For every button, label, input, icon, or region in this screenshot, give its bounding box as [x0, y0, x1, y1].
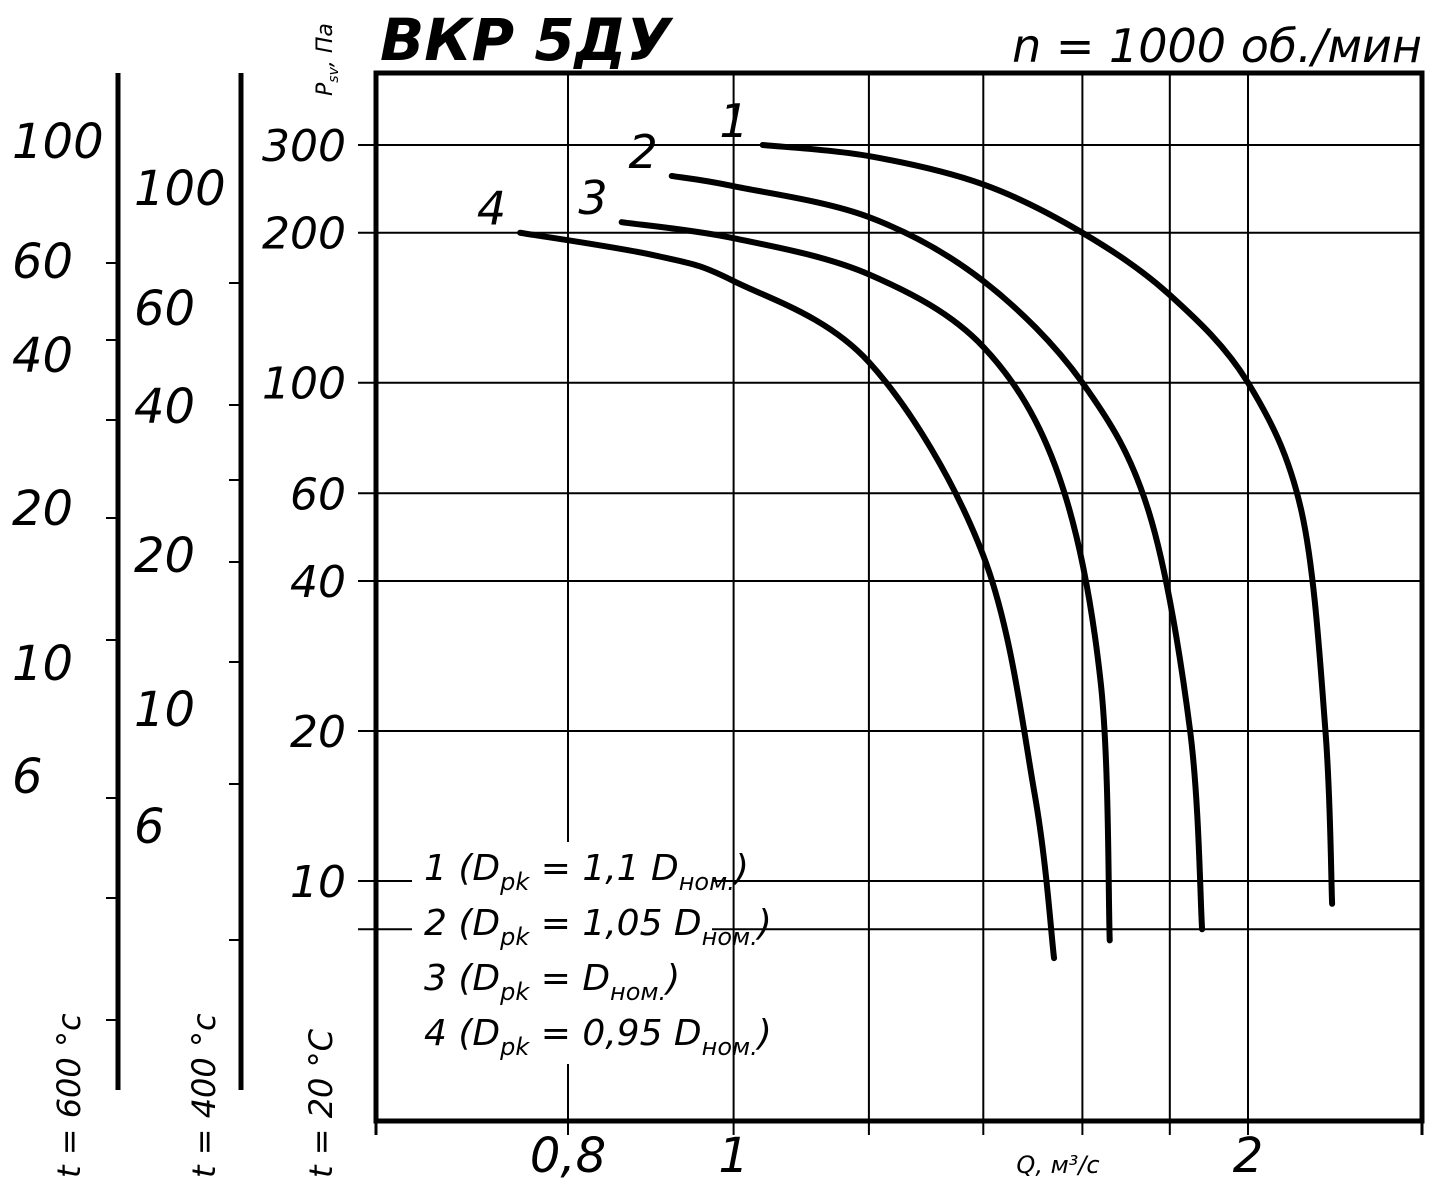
curve-label-4: 4 — [477, 182, 506, 236]
x-tick-label: 1 — [718, 1128, 749, 1184]
scale-400-label: 40 — [134, 379, 195, 435]
curve-4 — [517, 229, 1058, 962]
y-tick-label: 20 — [290, 707, 346, 758]
plot-frame — [373, 70, 1425, 1124]
scale-400-label: 6 — [134, 799, 165, 855]
scale-600-label: 6 — [12, 749, 43, 805]
y-axis-label: Psv, Па — [313, 23, 342, 96]
legend-entry: 3 (Dpk = Dном.) — [424, 958, 680, 1006]
y-tick-label: 10 — [290, 857, 346, 908]
scale-600-label: 10 — [12, 636, 73, 692]
curve-layer: 1 23 4 — [477, 94, 1336, 962]
y-tick-label: 200 — [262, 209, 346, 260]
legend-entry: 2 (Dpk = 1,05 Dном.) — [424, 903, 772, 951]
curve-label-2: 2 — [628, 125, 657, 179]
curve-2 — [668, 172, 1206, 933]
curve-label-1: 1 — [719, 94, 748, 148]
y-tick-label: 40 — [290, 557, 346, 608]
curve-label-3: 3 — [578, 171, 607, 225]
scale-600-label: 40 — [12, 328, 73, 384]
y-tick-label: 100 — [262, 359, 346, 410]
x-tick-label: 0,8 — [530, 1128, 606, 1184]
legend-background — [412, 842, 712, 1064]
x-tick-label: 2 — [1233, 1128, 1264, 1184]
scale-600-label: 100 — [12, 114, 104, 170]
scale-400-label: 10 — [134, 682, 195, 738]
legend-entry: 4 (Dpk = 0,95 Dном.) — [424, 1013, 772, 1061]
x-axis-label: Q, м³/с — [1016, 1151, 1099, 1179]
legend: 1 (Dpk = 1,1 Dном.) 2 (Dpk = 1,05 Dном.) 3… — [424, 848, 772, 1061]
chart-title: ВКР 5ДУ — [380, 6, 674, 74]
scale-400-label: 100 — [134, 161, 226, 217]
scale-400-title: t = 400 °с — [185, 1013, 223, 1178]
curve-3 — [618, 219, 1113, 944]
scale-400-label: 60 — [134, 281, 195, 337]
chart-subtitle: n = 1000 об./мин — [1012, 19, 1422, 73]
temperature-scales: 100 60 40 20 10 6 t = 600 °с 100 60 40 20 10 6 t = 40… — [12, 73, 340, 1178]
axis-layer: 10 20 40 60 100 200 300 0,8 1 2 — [262, 70, 1425, 1184]
scale-600-title: t = 600 °с — [50, 1013, 88, 1178]
y-tick-label: 60 — [290, 469, 346, 520]
legend-entry: 1 (Dpk = 1,1 Dном.) — [424, 848, 749, 896]
scale-400-label: 20 — [134, 528, 195, 584]
scale-600-label: 20 — [12, 481, 73, 537]
scale-600-label: 60 — [12, 234, 73, 290]
y-tick-label: 300 — [262, 121, 346, 172]
scale-20-title: t = 20 °С — [302, 1028, 340, 1178]
curve-1 — [759, 142, 1336, 907]
